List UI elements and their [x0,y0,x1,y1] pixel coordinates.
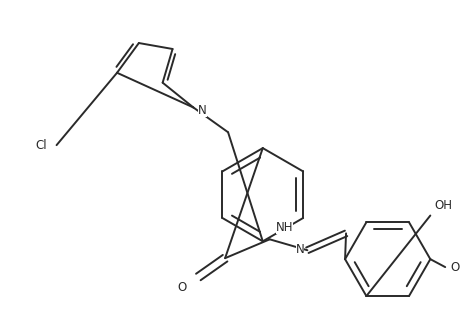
Text: N: N [198,105,207,118]
Text: OH: OH [434,199,452,212]
Text: O: O [450,261,459,274]
Text: O: O [177,281,186,294]
Text: NH: NH [276,221,293,234]
Text: N: N [296,243,304,256]
Text: Cl: Cl [35,139,46,151]
